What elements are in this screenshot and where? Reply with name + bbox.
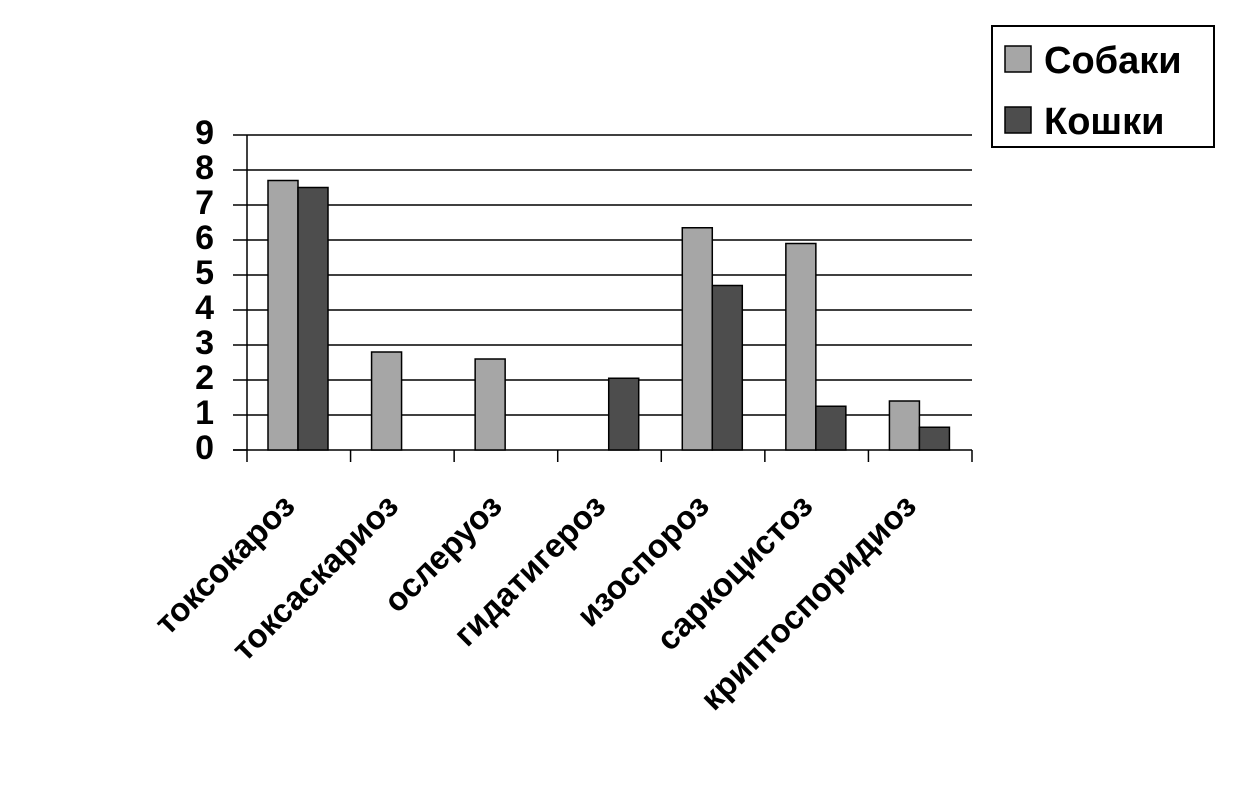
bar-dogs	[267, 179, 299, 451]
bar-cats	[607, 377, 640, 451]
y-tick-label: 7	[195, 184, 214, 222]
legend-swatch-cats	[1004, 106, 1032, 134]
bar-dogs	[888, 400, 921, 451]
axes	[233, 134, 973, 462]
grid-lines	[247, 134, 972, 416]
y-tick-label: 9	[195, 114, 214, 152]
bar-dogs	[370, 351, 403, 451]
x-category-labels: токсокарозтоксаскариозослеруозгидатигеро…	[147, 487, 923, 717]
bar-dogs	[474, 358, 506, 451]
legend-swatch-dogs	[1004, 45, 1032, 73]
bar-cats	[711, 284, 744, 451]
bar-dogs	[681, 227, 714, 451]
y-tick-label: 4	[195, 289, 214, 327]
legend-label-dogs: Собаки	[1044, 40, 1182, 82]
y-tick-label: 5	[195, 254, 214, 292]
y-tick-label: 6	[195, 219, 214, 257]
y-tick-label: 2	[195, 359, 214, 397]
y-tick-label: 8	[195, 149, 214, 187]
y-tick-label: 0	[195, 429, 214, 467]
y-tick-label: 1	[195, 394, 214, 432]
bars	[267, 179, 951, 451]
legend: Собаки Кошки	[991, 25, 1215, 148]
bar-cats	[297, 186, 329, 451]
bar-dogs	[785, 242, 817, 451]
bar-cats	[815, 405, 847, 451]
y-tick-label: 3	[195, 324, 214, 362]
legend-label-cats: Кошки	[1044, 101, 1164, 143]
bar-cats	[918, 426, 951, 451]
